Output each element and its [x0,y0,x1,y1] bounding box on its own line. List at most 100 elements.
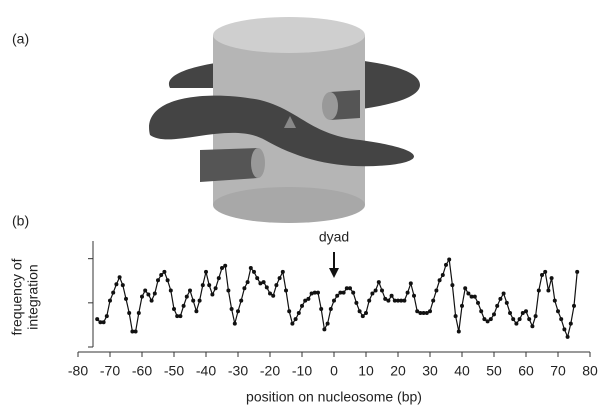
data-point [165,278,170,283]
data-point [152,291,157,296]
data-point [191,298,196,303]
data-point [197,298,202,303]
data-point [140,294,144,299]
data-point [277,276,282,281]
data-point [229,307,234,312]
data-point [111,290,116,295]
data-point [421,310,426,315]
data-point [98,320,103,325]
data-point [207,283,212,288]
data-point [322,327,327,332]
x-tick-label: -70 [100,363,120,379]
data-point [242,286,247,291]
data-point [220,265,224,270]
data-point [402,298,407,303]
data-point [210,292,215,297]
data-point [389,293,394,298]
data-point [482,317,487,322]
x-tick-label: 20 [390,363,406,379]
x-tick-label: 60 [518,363,534,379]
data-point [280,269,285,274]
data-point [543,269,548,274]
x-tick-label: 10 [358,363,374,379]
x-tick-label: 40 [454,363,470,379]
data-point [399,298,404,303]
data-point [156,278,160,283]
data-point [226,288,231,293]
data-point [351,290,356,295]
data-point [370,291,375,296]
data-point [261,280,266,285]
data-point [239,298,244,303]
data-point [360,314,365,319]
nucleosome-diagram [149,17,420,223]
data-point [287,309,292,314]
data-point [556,309,560,314]
data-point [306,296,311,301]
data-point [376,280,381,285]
data-point [440,273,445,278]
data-point [175,314,180,319]
data-point [300,303,304,308]
data-point [120,283,125,288]
data-point [108,298,112,303]
data-point [124,296,128,301]
data-point [136,310,141,315]
data-point [284,288,288,293]
data-point [408,281,413,286]
data-point [504,300,509,305]
data-point [264,285,269,290]
data-point [472,294,477,299]
data-point [485,319,490,324]
x-tick-label: -30 [228,363,248,379]
data-point [271,293,276,298]
data-point [95,317,100,322]
data-point [533,314,538,319]
data-point [188,288,192,293]
data-point [296,310,301,315]
x-tick-label: 50 [486,363,502,379]
data-point [527,317,532,322]
data-point [495,303,500,308]
data-point [168,288,173,293]
data-point [367,298,372,303]
data-point [236,309,240,314]
data-point [223,263,228,268]
data-point [437,278,442,283]
data-point [248,265,253,270]
data-point [488,317,493,322]
data-point [568,321,573,326]
data-point [146,292,151,297]
data-point [492,312,496,317]
data-point [335,293,340,298]
data-point [405,290,410,295]
data-point [552,298,557,303]
data-point [530,324,535,329]
data-point [133,329,138,334]
panel-label: (a) [12,31,29,47]
data-point [213,286,218,291]
data-point [114,282,119,287]
data-point [303,298,308,303]
data-point [232,321,237,326]
data-point [434,288,439,293]
data-point [348,286,352,291]
data-point [575,269,580,274]
data-point [418,310,423,315]
data-point [479,309,484,314]
data-point [319,307,324,312]
data-point [501,291,506,296]
data-point [546,288,551,293]
data-point [524,309,528,314]
y-axis-label: frequency of [9,258,25,335]
data-point [517,317,522,322]
annotation: dyad [319,229,349,245]
data-point [255,276,260,281]
data-point [162,269,167,274]
data-point [450,283,455,288]
data-point [268,291,272,296]
data-point [354,300,359,305]
annotation-arrowhead [329,268,339,278]
data-point [130,329,135,334]
data-point [412,293,416,298]
